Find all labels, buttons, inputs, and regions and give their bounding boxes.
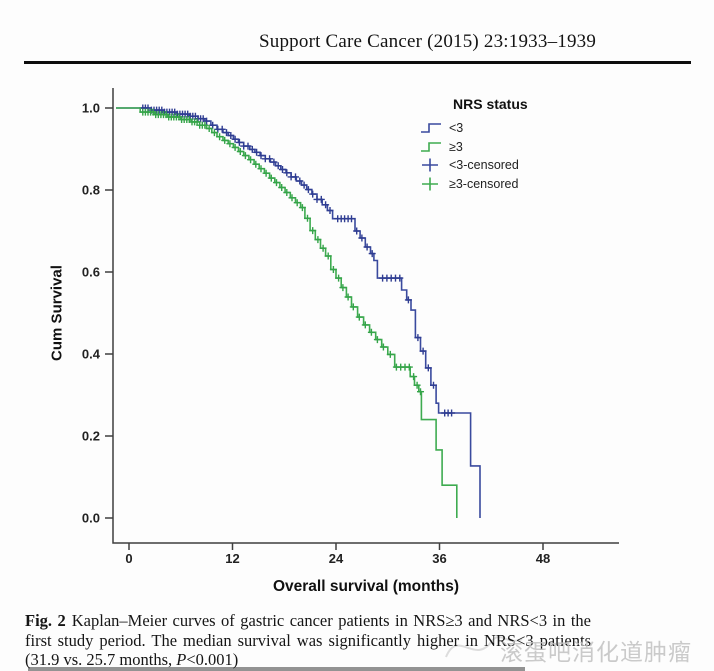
y-tick-label: 1.0 — [81, 100, 100, 116]
x-tick-label: 24 — [328, 551, 344, 566]
caption-text: Kaplan–Meier curves of gastric cancer pa… — [25, 611, 591, 669]
legend: NRS status <3 ≥3 <3-censored ≥3-censored — [420, 96, 528, 193]
y-tick-label: 0.8 — [81, 182, 100, 198]
x-tick-label: 12 — [225, 551, 240, 566]
caption-fig-label: Fig. 2 — [25, 611, 66, 630]
y-axis-label: Cum Survival — [48, 265, 66, 361]
x-tick-label: 0 — [125, 551, 133, 566]
step-line-icon — [421, 141, 441, 152]
legend-label: <3 — [449, 121, 464, 136]
axis-frame — [112, 88, 619, 544]
legend-item-lt3: <3 — [420, 119, 528, 138]
y-tick-label: 0.0 — [81, 510, 100, 526]
x-tick-label: 48 — [535, 551, 551, 566]
y-tick-label: 0.6 — [81, 264, 100, 280]
figure-caption: Fig. 2 Kaplan–Meier curves of gastric can… — [25, 611, 591, 670]
journal-reference: Support Care Cancer (2015) 23:1933–1939 — [259, 31, 597, 52]
caption-p-value: <0.001) — [186, 650, 239, 669]
legend-item-ge3: ≥3 — [420, 138, 528, 157]
censor-marks-1 — [139, 108, 424, 396]
legend-label: ≥3 — [449, 139, 463, 154]
caption-p-symbol: P — [176, 650, 187, 669]
legend-item-lt3-censored: <3-censored — [420, 156, 528, 175]
watermark-text: 滚蛋吧消化道肿瘤 — [500, 639, 692, 665]
x-tick-label: 36 — [432, 551, 447, 566]
plus-marker-icon — [422, 177, 438, 191]
watermark-signature — [445, 636, 523, 658]
legend-title: NRS status — [453, 96, 528, 112]
y-tick-label: 0.4 — [81, 346, 100, 362]
header-rule — [24, 61, 691, 64]
censor-marks-0 — [139, 104, 456, 417]
legend-label: ≥3-censored — [449, 176, 519, 191]
y-tick-label: 0.2 — [81, 428, 100, 444]
x-axis-label: Overall survival (months) — [272, 578, 460, 595]
step-line-icon — [421, 123, 441, 134]
bottom-edge-artifact — [28, 667, 525, 671]
legend-item-ge3-censored: ≥3-censored — [420, 175, 528, 194]
legend-label: <3-censored — [449, 158, 519, 173]
plus-marker-icon — [422, 158, 438, 172]
